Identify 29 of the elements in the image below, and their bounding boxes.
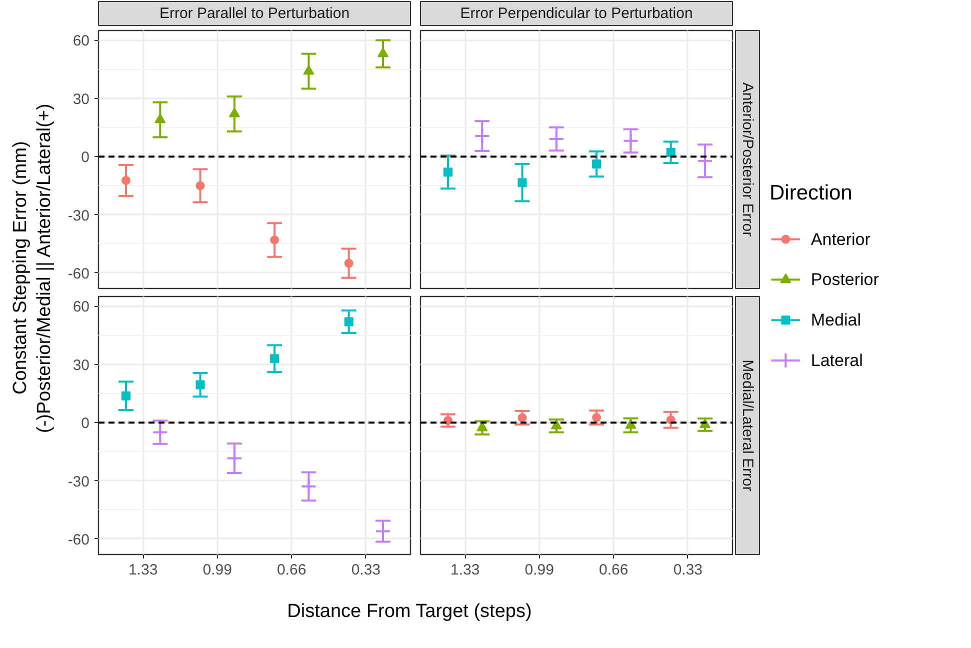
x-tick-label: 0.99 (202, 562, 232, 578)
legend-label: Posterior (810, 270, 880, 290)
x-tick-label: 0.66 (599, 562, 628, 578)
y-axis-title: Constant Stepping Error (mm) (-)Posterior/Medial || Anterior/Lateral(+) (10, 104, 55, 433)
y-tick-label: -60 (68, 265, 90, 282)
y-tick-label: -30 (68, 207, 90, 224)
y2-axis-title: Medial/Lateral Error (739, 360, 756, 492)
x-tick-label: 0.33 (673, 562, 703, 578)
y2-axis-title: Anterior/Posterior Error (739, 82, 756, 237)
y-tick-label: -60 (68, 531, 90, 548)
legend-title: Direction (770, 181, 852, 204)
y-tick-label: 60 (72, 298, 90, 316)
y-tick-label: 30 (72, 356, 90, 374)
x-tick-label: 1.33 (128, 562, 158, 578)
y-tick-label: -30 (68, 473, 90, 490)
legend-label: Anterior (810, 230, 871, 249)
x-tick-label: 0.33 (351, 562, 381, 578)
y-tick-label: 60 (72, 32, 90, 50)
x-axis-title: Distance From Target (steps) (287, 601, 532, 622)
legend-label: Lateral (810, 350, 863, 370)
x-tick-label: 0.66 (277, 562, 306, 578)
chart-title: Error Perpendicular to Perturbation (460, 5, 693, 22)
x-tick-label: 0.99 (524, 562, 554, 578)
y-tick-label: 0 (81, 149, 90, 166)
y-tick-label: 30 (72, 90, 90, 108)
x-tick-label: 1.33 (450, 562, 480, 578)
chart-title: Error Parallel to Perturbation (159, 5, 350, 22)
legend-label: Medial (810, 310, 861, 330)
y-tick-label: 0 (81, 415, 90, 432)
